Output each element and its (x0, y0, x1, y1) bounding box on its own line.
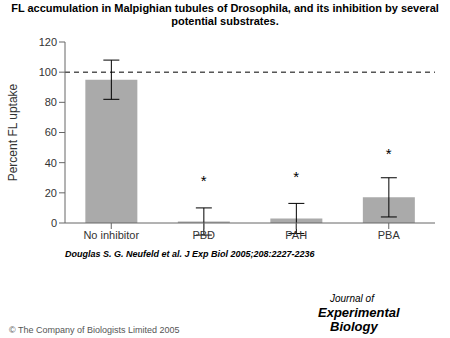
html-text:FL accumulation in Malpighian: FL accumulation in Malpighian tubules of… (11, 2, 439, 27)
svg-text:*: * (201, 172, 207, 189)
svg-text:PBA: PBA (378, 229, 401, 241)
html-text:Journal of: Journal of (330, 293, 374, 304)
svg-text:80: 80 (45, 96, 57, 108)
svg-text:PAH: PAH (285, 229, 307, 241)
svg-text:0: 0 (51, 217, 57, 229)
svg-text:PBD: PBD (192, 229, 215, 241)
svg-text:20: 20 (45, 187, 57, 199)
html-text:Biology: Biology (330, 319, 378, 334)
svg-text:*: * (386, 145, 392, 162)
html-text:Experimental: Experimental (318, 305, 400, 320)
svg-text:120: 120 (39, 36, 57, 48)
html-text:© The Company of Biologists Li: © The Company of Biologists Limited 2005 (9, 325, 180, 335)
svg-text:Percent FL uptake: Percent FL uptake (8, 83, 20, 181)
svg-text:100: 100 (39, 66, 57, 78)
svg-text:40: 40 (45, 157, 57, 169)
svg-text:No inhibitor: No inhibitor (83, 229, 139, 241)
svg-text:*: * (293, 168, 299, 185)
html-text:Douglas S. G. Neufeld et al. J: Douglas S. G. Neufeld et al. J Exp Biol … (65, 249, 315, 259)
svg-text:60: 60 (45, 126, 57, 138)
